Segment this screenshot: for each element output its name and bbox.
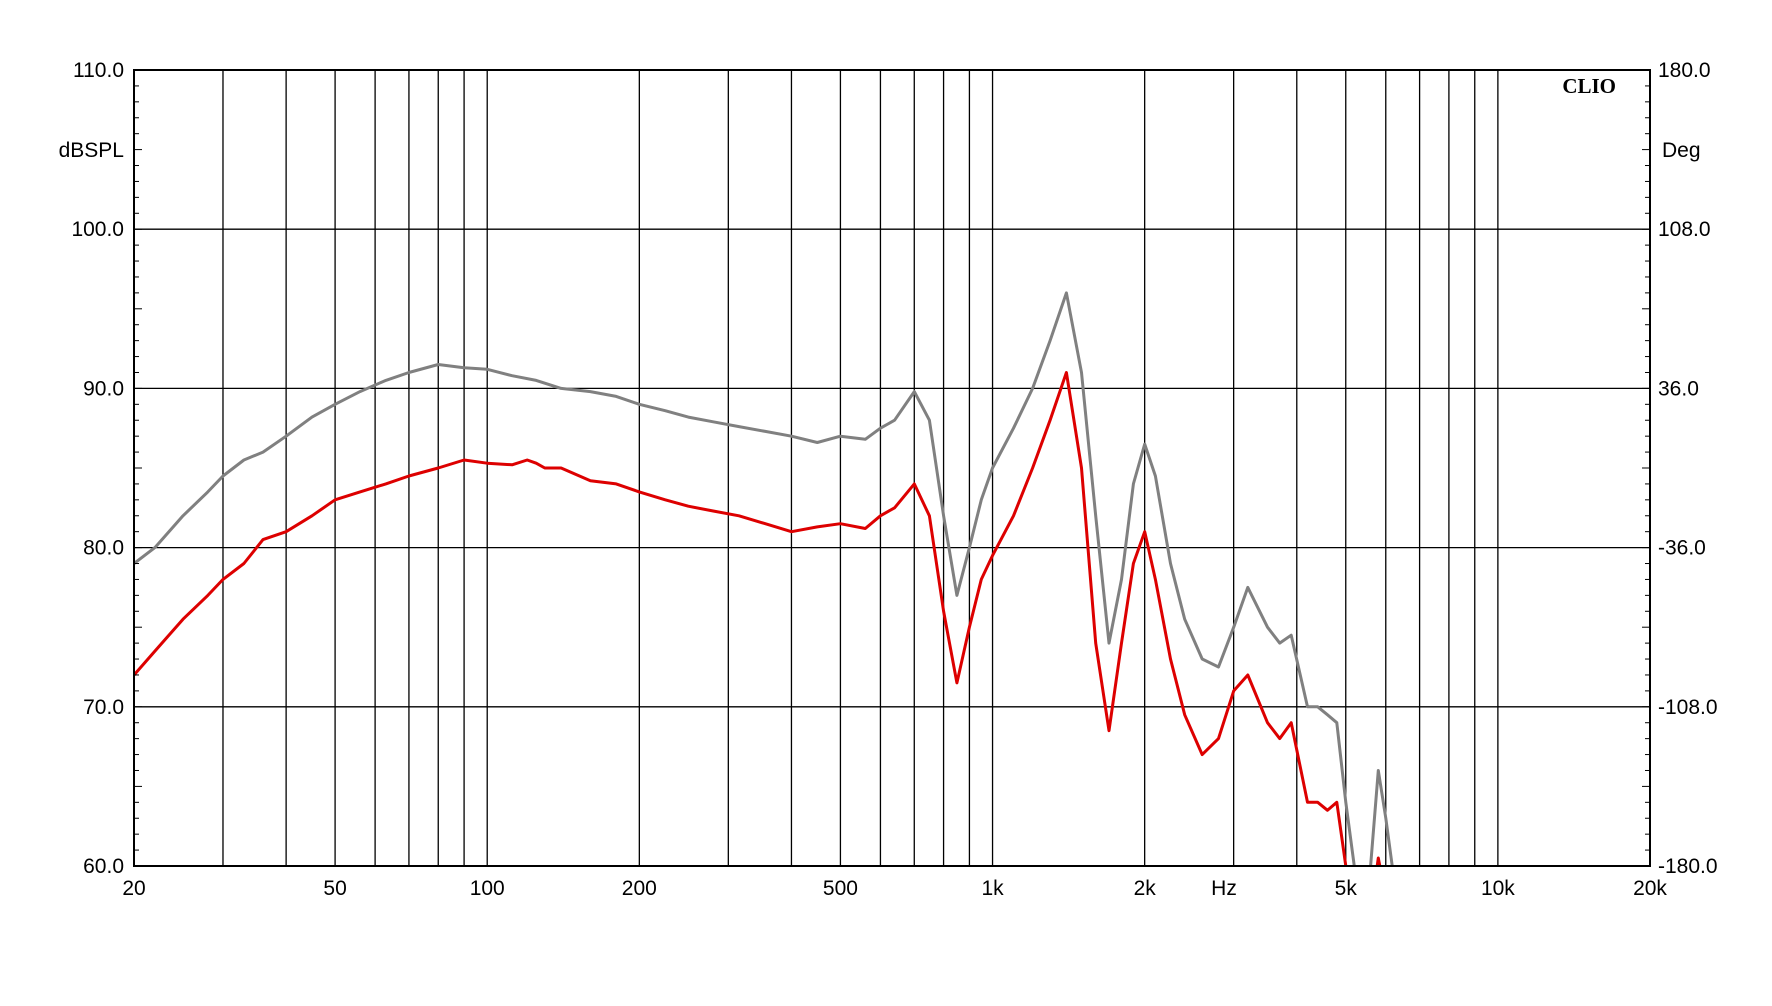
x-tick-label: 200 [622,877,657,900]
y-right-tick-label: -36.0 [1658,537,1706,560]
x-tick-label: 100 [470,877,505,900]
y-right-tick-label: -108.0 [1658,696,1718,719]
y-right-tick-label: -180.0 [1658,855,1718,878]
y-left-axis-label: dBSPL [59,139,124,162]
y-left-tick-label: 60.0 [83,855,124,878]
y-right-tick-label: 180.0 [1658,59,1711,82]
clio-brand-label: CLIO [1562,74,1616,98]
series-layer [134,291,1394,866]
y-left-tick-label: 80.0 [83,537,124,560]
x-unit-label: Hz [1211,877,1237,900]
y-left-tick-label: 70.0 [83,696,124,719]
x-tick-label: 50 [323,877,346,900]
plot-frame [133,69,1651,867]
x-tick-label: 20k [1633,877,1667,900]
x-tick-label: 500 [823,877,858,900]
grid-layer [133,69,1651,867]
axis-layer: 20 50 100 200 500 1k 2k 5k 10k 20k 110.0 100.0 90.0 8… [71,59,1717,900]
y-left-tick-label: 100.0 [71,218,124,241]
y-right-axis-label: Deg [1662,139,1701,162]
x-tick-label: 5k [1335,877,1358,900]
x-tick-label: 10k [1481,877,1515,900]
x-tick-label: 2k [1134,877,1157,900]
y-right-tick-label: 36.0 [1658,377,1699,400]
series-line-red [134,371,1382,866]
y-left-tick-label: 110.0 [73,59,124,82]
series-line-gray [134,291,1394,866]
x-tick-label: 20 [122,877,145,900]
y-left-tick-label: 90.0 [83,377,124,400]
x-tick-label: 1k [981,877,1004,900]
y-right-tick-label: 108.0 [1658,218,1711,241]
label-layer: dBSPL Deg CLIO Hz [59,74,1701,900]
